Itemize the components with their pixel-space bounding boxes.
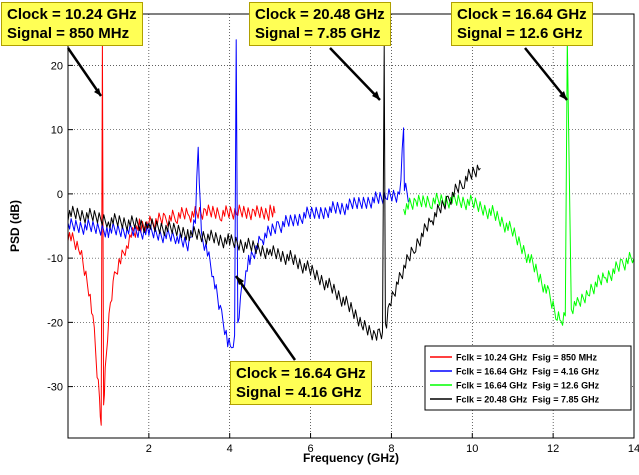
- x-axis-label: Frequency (GHz): [303, 451, 399, 465]
- legend-label: Fclk = 16.64 GHz Fsig = 4.16 GHz: [456, 367, 600, 377]
- arrow-line: [524, 47, 568, 101]
- legend-label: Fclk = 10.24 GHz Fsig = 850 MHz: [456, 353, 598, 363]
- x-tick-label: 4: [227, 443, 233, 455]
- annotation-line: Clock = 16.64 GHz: [457, 6, 587, 23]
- arrow-line: [234, 275, 297, 361]
- legend: Fclk = 10.24 GHz Fsig = 850 MHz Fclk = 16…: [424, 345, 632, 411]
- annotation-line: Signal = 7.85 GHz: [255, 25, 381, 42]
- y-axis-label: PSD (dB): [8, 200, 22, 252]
- arrow-layer: [66, 47, 568, 361]
- annotation-callout: Clock = 16.64 GHz Signal = 4.16 GHz: [230, 361, 372, 405]
- series-line-2: [403, 39, 635, 326]
- arrow-head: [94, 88, 101, 96]
- y-tick-label: 0: [57, 189, 63, 201]
- y-tick-label: -30: [47, 382, 63, 394]
- series-line-0: [67, 39, 276, 426]
- arrow-line: [329, 47, 381, 101]
- arrow-head: [372, 91, 380, 100]
- annotation-line: Clock = 10.24 GHz: [7, 6, 137, 23]
- y-tick-label: -20: [47, 317, 63, 329]
- legend-box: [424, 345, 632, 411]
- legend-label: Fclk = 20.48 GHz Fsig = 7.85 GHz: [456, 395, 600, 405]
- x-tick-label: 8: [388, 443, 394, 455]
- annotation-line: Signal = 12.6 GHz: [457, 25, 583, 42]
- annotation-line: Clock = 16.64 GHz: [236, 365, 366, 382]
- y-tick-label: 20: [51, 60, 63, 72]
- x-tick-label: 14: [628, 443, 639, 455]
- x-tick-label: 12: [547, 443, 559, 455]
- x-tick-label: 6: [308, 443, 314, 455]
- y-tick-label: 10: [51, 125, 63, 137]
- annotation-line: Clock = 20.48 GHz: [255, 6, 385, 23]
- annotation-line: Signal = 4.16 GHz: [236, 384, 362, 401]
- x-tick-label: 10: [466, 443, 478, 455]
- y-tick-label: -10: [47, 253, 63, 265]
- arrow-head: [236, 276, 244, 285]
- annotation-callout: Clock = 10.24 GHz Signal = 850 MHz: [1, 2, 143, 46]
- tick-layer: 2 4 6 8 10 12 14 -30 -20 -10 0 10 20: [47, 60, 639, 455]
- annotation-callout: Clock = 16.64 GHz Signal = 12.6 GHz: [451, 2, 593, 46]
- arrow-head: [559, 91, 567, 100]
- legend-label: Fclk = 16.64 GHz Fsig = 12.6 GHz: [456, 381, 600, 391]
- x-tick-label: 2: [146, 443, 152, 455]
- arrow-line: [66, 47, 103, 97]
- annotation-line: Signal = 850 MHz: [7, 25, 130, 42]
- series-line-3: [67, 45, 481, 341]
- annotation-callout: Clock = 20.48 GHz Signal = 7.85 GHz: [249, 2, 391, 46]
- series-layer: [67, 39, 635, 426]
